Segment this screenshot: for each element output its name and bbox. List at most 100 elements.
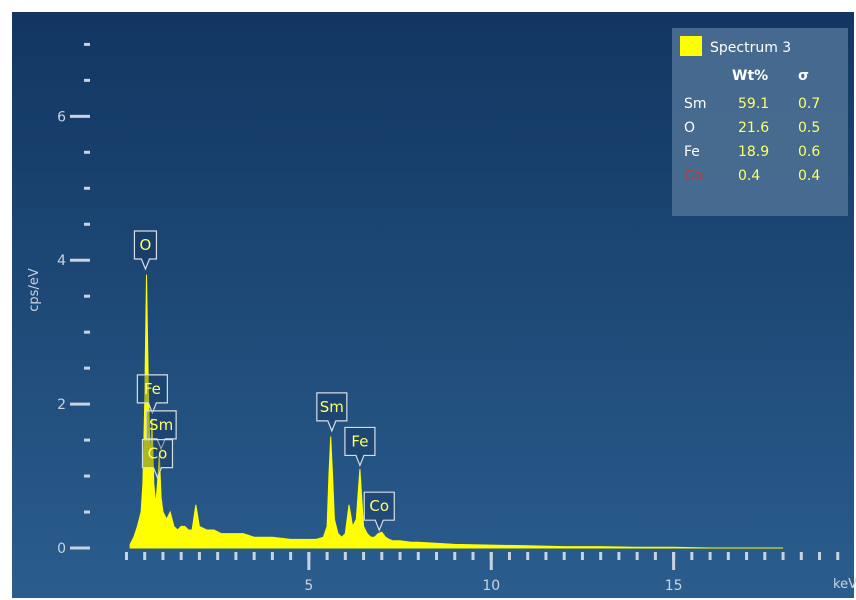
y-tick-label: 2 <box>57 397 66 413</box>
peak-label-text: O <box>140 236 152 254</box>
x-minor-tick <box>745 552 749 560</box>
x-minor-tick <box>416 552 420 560</box>
y-minor-tick <box>84 438 90 442</box>
x-minor-tick <box>380 552 384 560</box>
legend-element: O <box>684 120 695 136</box>
peak-label-fe: Fe <box>136 374 168 415</box>
x-minor-tick <box>580 552 584 560</box>
legend-element: Fe <box>684 144 700 160</box>
peak-label-sm: Sm <box>316 392 348 433</box>
x-minor-tick <box>270 552 274 560</box>
x-minor-tick <box>362 552 366 560</box>
legend-swatch <box>680 36 702 56</box>
x-minor-tick <box>690 552 694 560</box>
x-minor-tick <box>453 552 457 560</box>
legend-col-sigma: σ <box>798 68 809 84</box>
x-minor-tick <box>526 552 530 560</box>
peak-label-text: Fe <box>144 380 161 398</box>
peak-label-text: Fe <box>351 432 368 450</box>
x-minor-tick <box>544 552 548 560</box>
x-major-tick <box>489 552 493 570</box>
x-minor-tick <box>161 552 165 560</box>
legend-row: Co 0.4 0.4 <box>684 168 820 184</box>
x-minor-tick <box>143 552 147 560</box>
x-minor-tick <box>799 552 803 560</box>
y-minor-tick <box>84 150 90 154</box>
x-minor-tick <box>216 552 220 560</box>
y-major-tick <box>70 258 90 262</box>
x-minor-tick <box>818 552 822 560</box>
legend-row: O 21.6 0.5 <box>684 120 820 136</box>
x-minor-tick <box>179 552 183 560</box>
x-minor-tick <box>289 552 293 560</box>
spectrum-layer <box>129 274 784 549</box>
x-major-tick <box>672 552 676 570</box>
legend-wt-value: 59.1 <box>738 96 769 112</box>
x-tick-label: 15 <box>665 578 683 594</box>
y-major-tick <box>70 402 90 406</box>
x-minor-tick <box>471 552 475 560</box>
legend-wt-value: 18.9 <box>738 144 769 160</box>
x-tick-label: 5 <box>304 578 313 594</box>
x-minor-tick <box>234 552 238 560</box>
x-minor-tick <box>617 552 621 560</box>
x-minor-tick <box>708 552 712 560</box>
legend-sigma-value: 0.6 <box>798 144 820 160</box>
legend-sigma-value: 0.4 <box>798 168 820 184</box>
legend-element: Sm <box>684 96 707 112</box>
x-minor-tick <box>562 552 566 560</box>
y-minor-tick <box>84 366 90 370</box>
y-minor-tick <box>84 474 90 478</box>
legend-wt-value: 0.4 <box>738 168 760 184</box>
peak-callout <box>316 392 348 433</box>
legend-element: Co <box>684 168 702 184</box>
peak-callout <box>344 426 376 468</box>
legend-title: Spectrum 3 <box>710 40 791 56</box>
x-minor-tick <box>836 552 840 560</box>
peak-callout <box>141 439 174 480</box>
legend-row: Fe 18.9 0.6 <box>684 144 820 160</box>
x-minor-tick <box>507 552 511 560</box>
peak-callout <box>133 230 158 271</box>
y-major-tick <box>70 114 90 118</box>
legend: Spectrum 3 Wt% σ Sm 59.1 0.7 O 21.6 0.5 Fe 18.9 0.6… <box>672 28 848 216</box>
y-tick-label: 6 <box>57 109 66 125</box>
peak-labels: O Fe Sm Co Sm Fe Co <box>133 230 395 532</box>
y-tick-label: 0 <box>57 541 66 557</box>
peak-label-o: O <box>133 230 158 271</box>
peak-label-co: Co <box>141 439 174 480</box>
x-tick-label: 10 <box>482 578 500 594</box>
peak-label-sm: Sm <box>145 410 177 451</box>
x-minor-tick <box>398 552 402 560</box>
x-minor-tick <box>781 552 785 560</box>
x-minor-tick <box>325 552 329 560</box>
x-minor-tick <box>343 552 347 560</box>
legend-sigma-value: 0.7 <box>798 96 820 112</box>
y-minor-tick <box>84 330 90 334</box>
x-minor-tick <box>726 552 730 560</box>
legend-row: Sm 59.1 0.7 <box>684 96 820 112</box>
peak-label-text: Co <box>369 497 389 515</box>
peak-callout <box>145 410 177 451</box>
peak-label-text: Sm <box>320 398 344 416</box>
y-minor-tick <box>84 42 90 46</box>
y-minor-tick <box>84 222 90 226</box>
y-minor-tick <box>84 510 90 514</box>
x-minor-tick <box>653 552 657 560</box>
peak-callout <box>363 491 395 532</box>
peak-label-co: Co <box>363 491 395 532</box>
x-minor-tick <box>252 552 256 560</box>
y-axis-title: cps/eV <box>27 268 42 312</box>
peak-label-text: Sm <box>149 416 173 434</box>
x-minor-tick <box>197 552 201 560</box>
x-minor-tick <box>435 552 439 560</box>
peak-label-fe: Fe <box>344 426 376 468</box>
peak-callout <box>136 374 168 415</box>
legend-wt-value: 21.6 <box>738 120 769 136</box>
legend-col-wt: Wt% <box>732 68 768 84</box>
y-minor-tick <box>84 294 90 298</box>
y-major-tick <box>70 546 90 550</box>
y-minor-tick <box>84 78 90 82</box>
